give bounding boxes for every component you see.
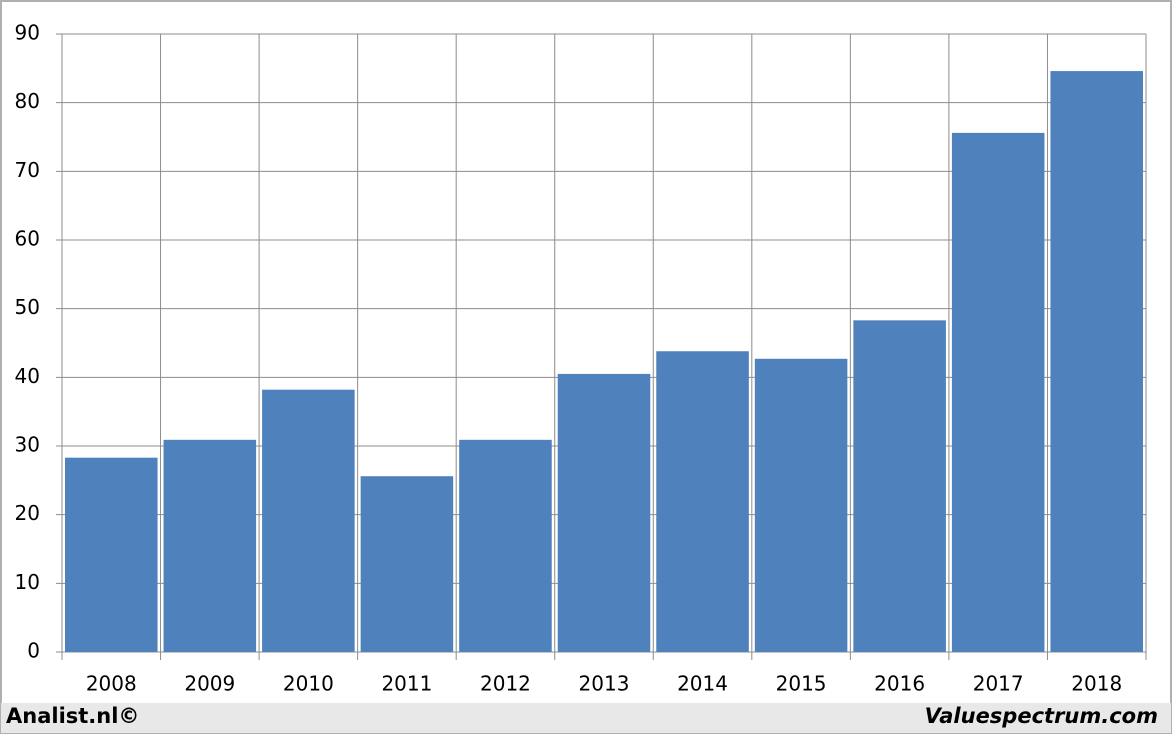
x-tick-label: 2014 <box>677 672 728 696</box>
x-tick-label: 2011 <box>381 672 432 696</box>
footer-right: Valuespectrum.com <box>925 704 1158 728</box>
y-tick-label: 0 <box>27 639 40 663</box>
bar <box>853 320 946 652</box>
x-tick-label: 2017 <box>973 672 1024 696</box>
x-tick-label: 2008 <box>86 672 137 696</box>
y-tick-label: 20 <box>15 501 40 525</box>
x-tick-label: 2016 <box>874 672 925 696</box>
bar <box>459 439 552 652</box>
footer-band <box>1 703 1171 733</box>
bar <box>1050 71 1143 652</box>
y-tick-label: 60 <box>15 227 40 251</box>
bar <box>65 457 158 652</box>
footer-left: Analist.nl© <box>6 704 139 728</box>
x-tick-label: 2018 <box>1071 672 1122 696</box>
x-tick-label: 2012 <box>480 672 531 696</box>
y-tick-label: 90 <box>15 21 40 45</box>
bar <box>262 389 355 652</box>
x-tick-label: 2013 <box>579 672 630 696</box>
y-tick-label: 30 <box>15 433 40 457</box>
y-tick-label: 50 <box>15 295 40 319</box>
bar <box>951 132 1045 652</box>
x-tick-label: 2009 <box>184 672 235 696</box>
bar <box>557 373 651 652</box>
bar <box>360 476 454 652</box>
bar <box>754 358 848 652</box>
y-tick-label: 40 <box>15 364 40 388</box>
y-tick-label: 80 <box>15 89 40 113</box>
bar <box>163 439 257 652</box>
x-tick-label: 2015 <box>776 672 827 696</box>
y-tick-label: 70 <box>15 158 40 182</box>
bar <box>656 351 749 652</box>
x-tick-label: 2010 <box>283 672 334 696</box>
y-tick-label: 10 <box>15 570 40 594</box>
